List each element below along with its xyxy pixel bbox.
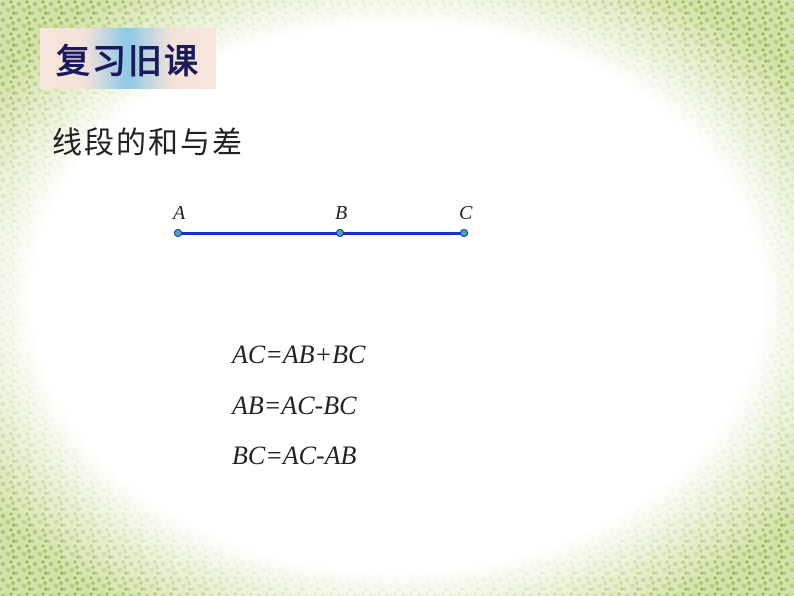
line-segment-diagram: ABC [178,218,478,248]
equation-2: AB=AC-BC [232,381,365,432]
heading-text: 复习旧课 [56,44,200,81]
point-c [460,229,468,237]
point-label-c: C [459,202,472,225]
point-b [336,229,344,237]
equation-3: BC=AC-AB [232,431,365,482]
slide-background [0,0,794,596]
equation-1: AC=AB+BC [232,330,365,381]
review-heading: 复习旧课 [40,28,216,89]
subtitle-text: 线段的和与差 [52,118,244,162]
point-label-b: B [335,202,347,225]
point-label-a: A [173,202,185,225]
segment-line [178,232,468,235]
point-a [174,229,182,237]
equation-block: AC=AB+BCAB=AC-BCBC=AC-AB [232,330,365,482]
